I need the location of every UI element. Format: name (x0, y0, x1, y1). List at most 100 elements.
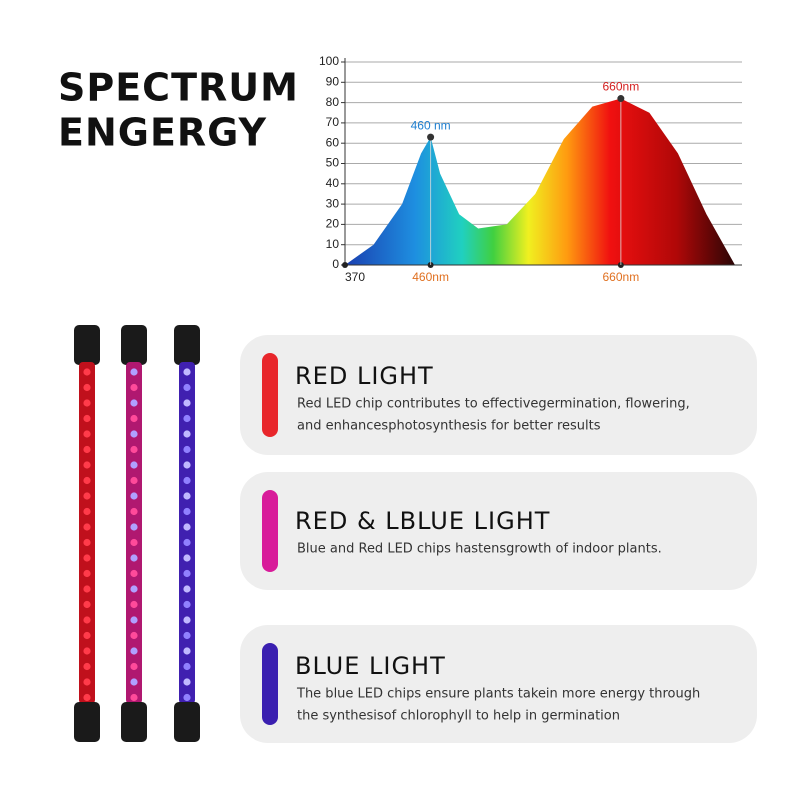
led (130, 662, 138, 671)
y-tick-label: 0 (332, 257, 339, 271)
tube-cap (74, 702, 100, 742)
led (83, 631, 91, 640)
card-title: RED LIGHT (295, 362, 434, 390)
led (130, 461, 138, 469)
peak-dot (617, 95, 625, 103)
card-title: BLUE LIGHT (295, 652, 446, 680)
y-tick-label: 100 (319, 54, 339, 68)
led (183, 507, 191, 516)
led (183, 523, 191, 531)
led (183, 399, 191, 407)
led (83, 662, 91, 671)
x-tick (342, 262, 348, 268)
card (240, 625, 757, 743)
x-tick-label: 370 (345, 270, 365, 284)
y-tick-label: 40 (326, 176, 340, 190)
led (130, 554, 138, 562)
x-tick-label: 460nm (412, 270, 449, 284)
tube-cap (174, 325, 200, 365)
card (240, 335, 757, 455)
led (130, 492, 138, 500)
led (130, 693, 138, 702)
led (83, 585, 91, 593)
led (130, 600, 138, 609)
led (83, 647, 91, 655)
tube-cap (174, 702, 200, 742)
led (83, 399, 91, 407)
tube-cap (121, 702, 147, 742)
y-tick-label: 60 (326, 135, 340, 149)
y-tick-label: 20 (326, 217, 340, 231)
led (183, 538, 191, 547)
tube-body (79, 362, 95, 704)
led (83, 461, 91, 469)
led (83, 523, 91, 531)
y-tick-label: 10 (326, 237, 340, 251)
led (83, 569, 91, 578)
led (83, 616, 91, 624)
led (183, 569, 191, 578)
led (183, 585, 191, 593)
title-line: ENGERGY (58, 111, 267, 155)
y-tick-label: 30 (326, 196, 340, 210)
led (183, 693, 191, 702)
led (183, 445, 191, 454)
spectrum-area (345, 98, 735, 265)
led (130, 368, 138, 376)
tube-body (126, 362, 142, 704)
led (183, 647, 191, 655)
led (83, 445, 91, 454)
card-line: the synthesisof chlorophyll to help in g… (297, 709, 620, 724)
tube-body (179, 362, 195, 704)
led (83, 476, 91, 485)
led (83, 678, 91, 686)
led (183, 368, 191, 376)
led (83, 383, 91, 392)
light-tubes (74, 325, 200, 742)
y-tick-label: 80 (326, 95, 340, 109)
led (130, 523, 138, 531)
led (130, 399, 138, 407)
led (130, 445, 138, 454)
led (130, 647, 138, 655)
led (183, 600, 191, 609)
title-line: SPECTRUM (58, 66, 299, 110)
card-color-bar (262, 353, 278, 437)
tube-cap (74, 325, 100, 365)
led (83, 554, 91, 562)
led (130, 678, 138, 686)
led (130, 616, 138, 624)
led (130, 383, 138, 392)
peak-dot (427, 133, 435, 141)
led (183, 414, 191, 423)
card-color-bar (262, 490, 278, 572)
led (83, 507, 91, 516)
led (130, 507, 138, 516)
led (183, 662, 191, 671)
led (83, 368, 91, 376)
tube-cap (121, 325, 147, 365)
card-line: and enhancesphotosynthesis for better re… (297, 419, 601, 434)
peak-label: 660nm (603, 80, 640, 94)
led (83, 693, 91, 702)
cards: RED LIGHT Red LED chip contributes to eff… (240, 335, 757, 743)
led (183, 492, 191, 500)
y-tick-label: 90 (326, 74, 340, 88)
led (83, 430, 91, 438)
led (130, 414, 138, 423)
led (83, 492, 91, 500)
x-tick-label: 660nm (603, 270, 640, 284)
led (183, 554, 191, 562)
led (83, 538, 91, 547)
card-color-bar (262, 643, 278, 725)
card-line: The blue LED chips ensure plants takein … (296, 687, 700, 702)
led (183, 616, 191, 624)
y-tick-label: 70 (326, 115, 340, 129)
card-line: Red LED chip contributes to effectiveger… (297, 397, 690, 412)
led (183, 678, 191, 686)
led (130, 569, 138, 578)
card-line: Blue and Red LED chips hastensgrowth of … (297, 542, 662, 557)
led (183, 631, 191, 640)
card (240, 472, 757, 590)
